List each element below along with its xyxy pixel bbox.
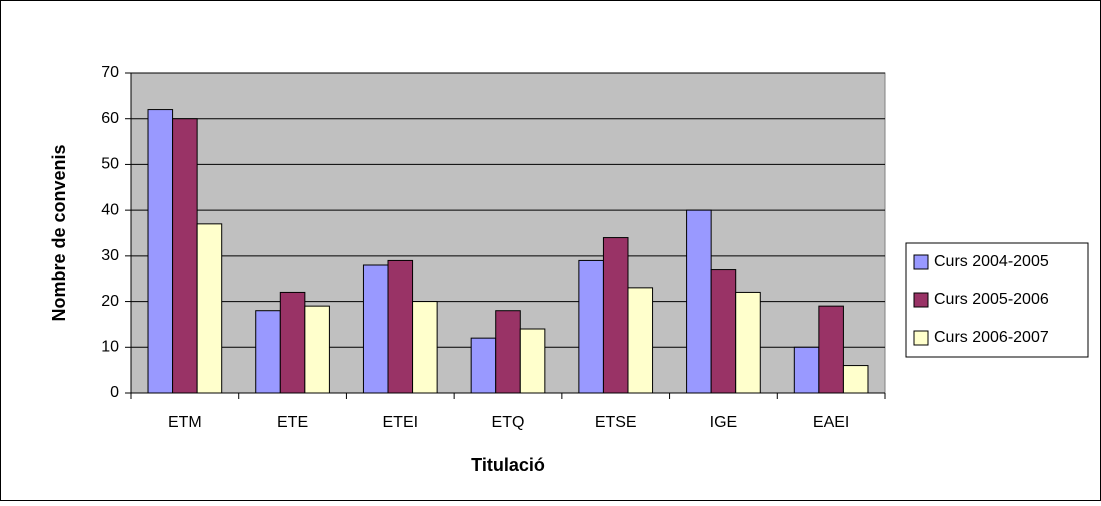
x-axis-title: Titulació: [471, 455, 545, 475]
legend-swatch: [913, 292, 929, 308]
bar: [387, 259, 414, 394]
legend-label: Curs 2005-2006: [934, 291, 1049, 308]
bar: [627, 287, 654, 394]
y-tick-label: 70: [101, 64, 119, 81]
bar: [578, 259, 604, 394]
bar: [842, 365, 869, 394]
y-tick-label: 30: [101, 247, 119, 264]
x-tick-label: ETQ: [492, 414, 525, 431]
y-tick-label: 50: [101, 156, 119, 173]
legend-label: Curs 2004-2005: [934, 253, 1049, 270]
bar: [818, 305, 844, 394]
y-tick-label: 0: [110, 384, 119, 401]
x-tick-label: IGE: [710, 414, 738, 431]
y-tick-label: 40: [101, 201, 119, 218]
bar: [255, 310, 281, 394]
x-tick-label: EAEI: [813, 414, 849, 431]
legend: [905, 242, 1089, 358]
legend-label: Curs 2006-2007: [934, 329, 1049, 346]
bar: [147, 109, 174, 394]
bar: [279, 291, 306, 394]
bar: [495, 310, 521, 394]
x-tick-label: ETE: [277, 414, 308, 431]
y-axis-title: Nombre de convenis: [49, 144, 69, 321]
bar: [172, 118, 198, 394]
legend-swatch: [913, 330, 929, 346]
x-tick-label: ETM: [168, 414, 202, 431]
bar: [686, 209, 712, 394]
y-tick-label: 10: [101, 339, 119, 356]
bar: [412, 301, 438, 394]
y-tick-label: 20: [101, 293, 119, 310]
y-tick-label: 60: [101, 110, 119, 127]
bar: [304, 305, 330, 394]
x-tick-label: ETSE: [595, 414, 637, 431]
bar: [196, 223, 223, 394]
bar: [710, 269, 737, 394]
bar: [602, 237, 629, 394]
legend-swatch: [913, 254, 929, 270]
bar: [793, 346, 820, 394]
bar: [519, 328, 546, 394]
bar: [362, 264, 389, 394]
x-tick-label: ETEI: [383, 414, 419, 431]
bar: [470, 337, 497, 394]
bar: [735, 291, 761, 394]
